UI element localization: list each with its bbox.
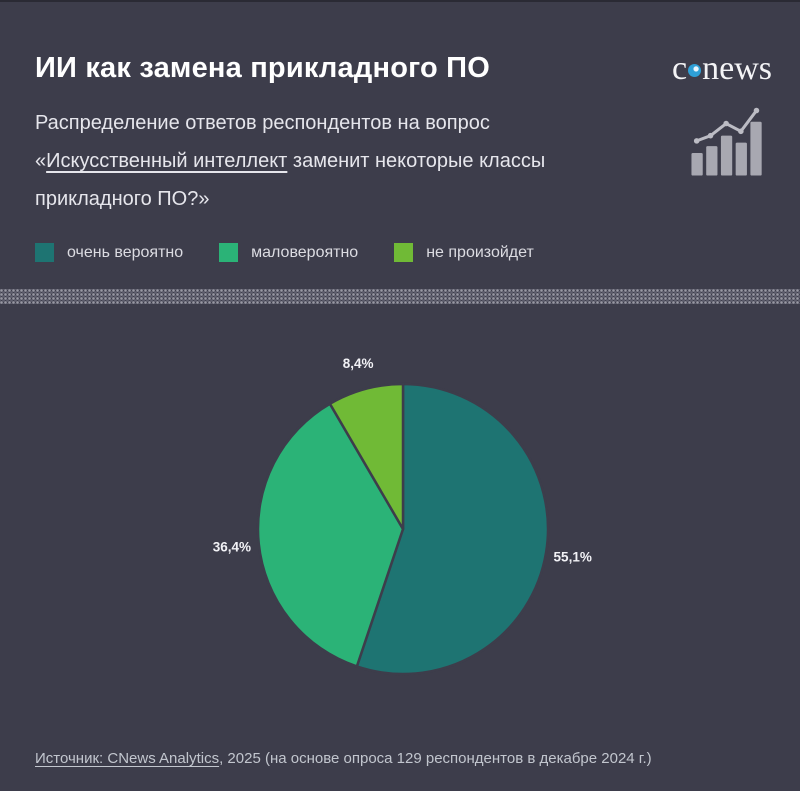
legend-item-unlikely: маловероятно [219, 243, 358, 262]
legend-swatch-wont-happen [394, 243, 414, 262]
subtitle-link[interactable]: Искусственный интеллект [46, 150, 288, 172]
dotted-divider [0, 289, 800, 304]
legend-item-wont-happen: не произойдет [394, 243, 534, 262]
legend-swatch-very-likely [35, 243, 54, 262]
pie-slice-1 [256, 402, 405, 668]
legend-swatch-unlikely [219, 243, 239, 262]
chart-subtitle: Распределение ответов респондентов на во… [35, 104, 635, 218]
subtitle-text-prefix: Распределение ответов респондентов на во… [35, 112, 490, 172]
legend-item-very-likely: очень вероятно [35, 243, 183, 262]
source-link[interactable]: Источник: CNews Analytics [35, 750, 220, 767]
source-rest: , 2025 (на основе опроса 129 респонденто… [219, 750, 652, 767]
pie-label-0: 55,1% [554, 550, 592, 565]
pie-label-1: 36,4% [213, 540, 251, 555]
page-title: ИИ как замена прикладного ПО [35, 52, 490, 84]
pie-slice-0 [355, 382, 550, 676]
cnews-logo-text-news: news [702, 50, 772, 87]
cnews-logo-dot-icon [688, 63, 702, 77]
growth-chart-icon [691, 107, 762, 176]
source-line: Источник: CNews Analytics, 2025 (на осно… [35, 750, 652, 767]
chart-legend: очень вероятно маловероятно не произойде… [35, 243, 534, 262]
cnews-logo-text-c: c [672, 50, 688, 87]
pie-label-2: 8,4% [343, 356, 374, 371]
subtitle-text-suffix: заменит некоторые классы прикладного ПО?… [35, 150, 546, 210]
cnews-logo[interactable]: c news [672, 52, 772, 86]
legend-label-unlikely: маловероятно [251, 243, 359, 261]
legend-label-wont-happen: не произойдет [426, 243, 534, 261]
pie-slice-2 [328, 382, 405, 531]
legend-label-very-likely: очень вероятно [67, 243, 184, 261]
